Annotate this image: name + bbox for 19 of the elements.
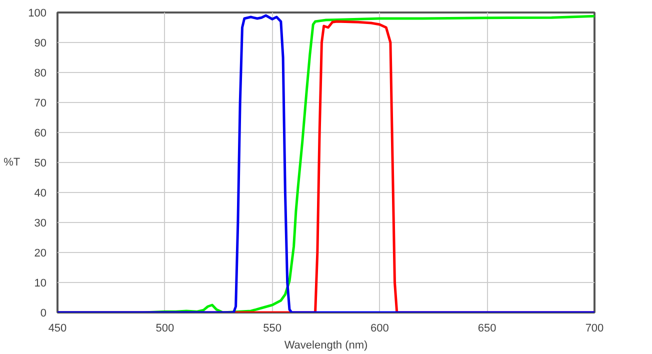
y-tick-label: 10 xyxy=(34,278,47,290)
x-axis-title: Wavelength (nm) xyxy=(284,340,368,352)
y-tick-label: 60 xyxy=(34,128,47,140)
x-tick-label: 650 xyxy=(478,322,496,334)
x-tick-label: 500 xyxy=(156,322,174,334)
y-tick-label: 100 xyxy=(28,8,47,20)
y-tick-label: 0 xyxy=(40,308,47,320)
y-tick-label: 40 xyxy=(34,188,47,200)
x-tick-label: 700 xyxy=(585,322,604,334)
y-tick-label: 80 xyxy=(34,68,47,80)
x-tick-label: 600 xyxy=(370,322,389,334)
y-tick-label: 30 xyxy=(34,218,47,230)
y-tick-label: 20 xyxy=(34,248,47,260)
y-tick-label: 90 xyxy=(34,38,47,50)
y-axis-title: %T xyxy=(4,156,20,168)
x-tick-label: 450 xyxy=(48,322,67,334)
y-tick-label: 70 xyxy=(34,98,47,110)
y-tick-label: 50 xyxy=(34,158,47,170)
x-tick-label: 550 xyxy=(263,322,282,334)
